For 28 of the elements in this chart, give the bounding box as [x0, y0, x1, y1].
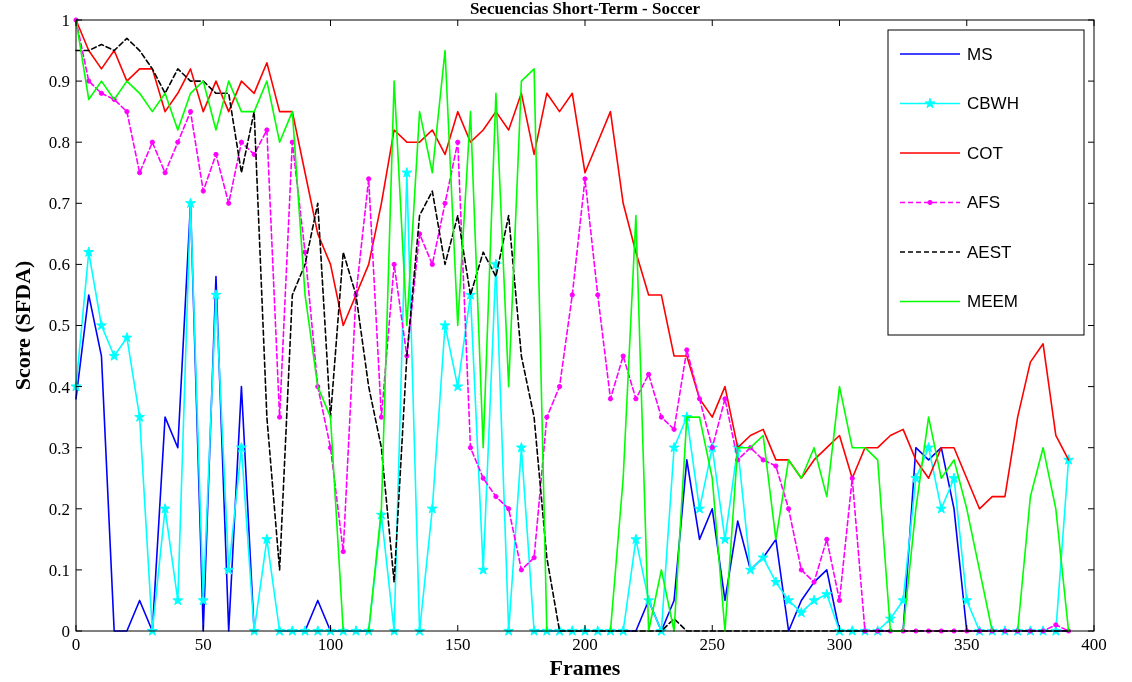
legend-label: MEEM	[967, 292, 1018, 312]
x-tick-label: 100	[317, 635, 344, 654]
x-axis-title: Frames	[549, 655, 621, 680]
legend-label: CBWH	[967, 94, 1019, 114]
y-tick-label: 0.3	[48, 438, 70, 458]
x-tick-label: 150	[445, 635, 471, 654]
y-tick-label: 0.8	[48, 133, 70, 153]
x-tick-label: 300	[826, 635, 853, 654]
x-tick-label: 50	[194, 635, 212, 654]
x-tick-label: 400	[1081, 635, 1107, 654]
y-tick-label: 0.5	[48, 316, 70, 336]
x-tick-label: 200	[572, 635, 598, 654]
y-tick-label: 0.4	[48, 377, 71, 397]
y-tick-label: 0.6	[48, 255, 70, 275]
legend-label: COT	[967, 143, 1003, 163]
y-axis-title: Score (SFDA)	[10, 260, 35, 391]
y-tick-label: 0.7	[48, 194, 71, 214]
y-tick-label: 0	[61, 621, 70, 641]
y-tick-label: 1	[61, 10, 70, 30]
x-tick-label: 350	[954, 635, 980, 654]
legend-label: AEST	[967, 242, 1012, 262]
x-tick-label: 250	[699, 635, 725, 654]
legend-label: MS	[967, 44, 993, 64]
y-tick-label: 0.9	[48, 72, 70, 92]
y-tick-label: 0.1	[48, 560, 70, 580]
chart-title: Secuencias Short-Term - Soccer	[469, 0, 701, 18]
y-tick-label: 0.2	[48, 499, 70, 519]
legend-label: AFS	[967, 193, 1001, 213]
